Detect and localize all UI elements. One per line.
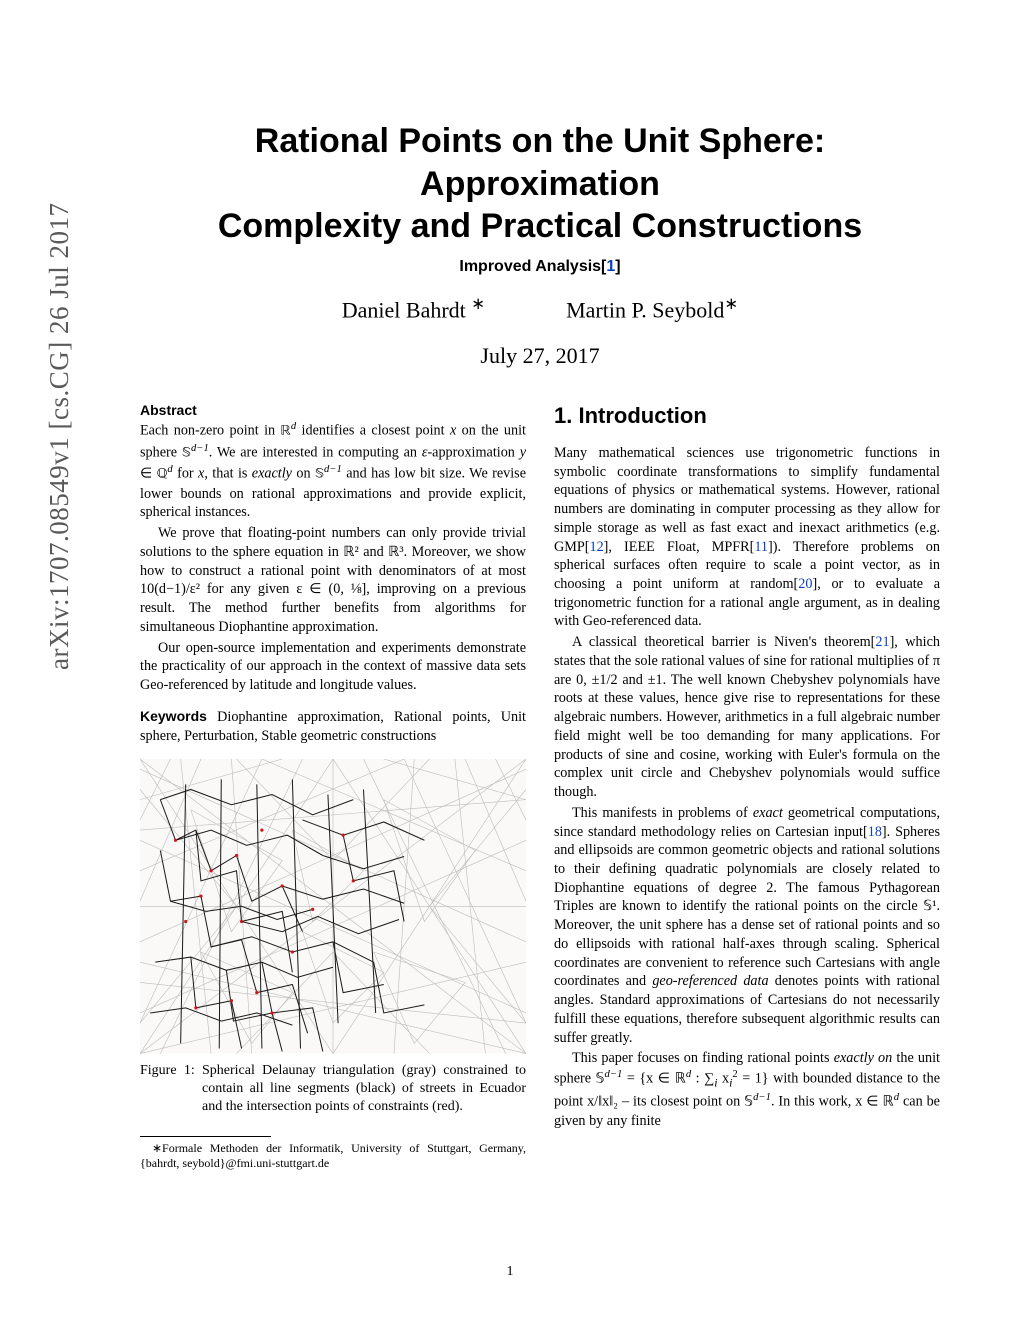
text: x <box>718 1071 730 1087</box>
text: -approximation <box>427 445 519 461</box>
math: 𝕊 <box>182 447 191 461</box>
authors: Daniel Bahrdt ∗ Martin P. Seybold∗ <box>140 294 940 323</box>
subtitle-suffix: ] <box>615 258 620 275</box>
keywords: Keywords Diophantine approximation, Rati… <box>140 707 526 745</box>
left-column: Abstract Each non-zero point in ℝd ident… <box>140 401 526 1172</box>
abstract-p2: We prove that floating-point numbers can… <box>140 524 526 636</box>
text: ]. Spheres and ellipsoids are common geo… <box>554 824 940 990</box>
cite-20[interactable]: 20 <box>798 576 812 592</box>
math: d−1 <box>191 443 209 454</box>
subtitle-prefix: Improved Analysis[ <box>459 258 606 275</box>
footnote-rule <box>140 1136 271 1137</box>
intro-p3: This manifests in problems of exact geom… <box>554 804 940 1048</box>
right-column: 1. Introduction Many mathematical scienc… <box>554 401 940 1172</box>
cite-21[interactable]: 21 <box>875 634 889 650</box>
math: ℝ <box>281 425 291 439</box>
text: A classical theoretical barrier is Niven… <box>572 634 875 650</box>
math: y <box>520 445 526 461</box>
cite-18[interactable]: 18 <box>868 824 882 840</box>
text-emph: exact <box>753 805 783 821</box>
text: on <box>292 466 315 482</box>
intro-p1: Many mathematical sciences use trigonome… <box>554 444 940 631</box>
author-1: Daniel Bahrdt <box>342 297 466 322</box>
text: , that is <box>204 466 251 482</box>
text: This paper focuses on finding rational p… <box>572 1050 834 1066</box>
text: ], IEEE Float, MPFR[ <box>604 539 755 555</box>
arxiv-id: arXiv:1707.08549v1 [cs.CG] 26 Jul 2017 <box>44 203 75 670</box>
page-number: 1 <box>0 1264 1020 1280</box>
section-1-heading: 1. Introduction <box>554 401 940 430</box>
figure-1-svg <box>140 759 526 1054</box>
keywords-heading: Keywords <box>140 708 207 724</box>
affil-marker-1: ∗ <box>471 294 485 313</box>
text: = {x ∈ ℝ <box>622 1071 685 1087</box>
affil-marker-2: ∗ <box>724 294 738 313</box>
paper-title: Rational Points on the Unit Sphere: Appr… <box>140 120 940 248</box>
text: . We are interested in computing an <box>209 445 422 461</box>
subtitle: Improved Analysis[1] <box>140 258 940 276</box>
text: . In this work, x ∈ ℝ <box>771 1094 894 1110</box>
intro-p4: This paper focuses on finding rational p… <box>554 1049 940 1130</box>
math: 𝕊 <box>315 468 324 482</box>
text: for <box>173 466 198 482</box>
cite-12[interactable]: 12 <box>589 539 603 555</box>
title-line2: Complexity and Practical Constructions <box>218 207 862 245</box>
text: This manifests in problems of <box>572 805 753 821</box>
text-emph: geo-referenced data <box>652 973 768 989</box>
footnote: ∗Formale Methoden der Informatik, Univer… <box>140 1141 526 1171</box>
text-emph: exactly on <box>834 1050 893 1066</box>
abstract-heading: Abstract <box>140 401 526 419</box>
text: Each non-zero point in <box>140 423 281 439</box>
subtitle-cite[interactable]: 1 <box>606 258 615 275</box>
figure-1-caption: Figure 1: Spherical Delaunay triangulati… <box>140 1062 526 1117</box>
figure-1 <box>140 759 526 1054</box>
text: identifies a closest point <box>296 423 450 439</box>
math: ℚ <box>157 468 168 482</box>
abstract-p3: Our open-source implementation and exper… <box>140 639 526 695</box>
abstract-p1: Each non-zero point in ℝd identifies a c… <box>140 420 526 522</box>
text-emph: exactly <box>252 466 292 482</box>
math: d−1 <box>605 1069 623 1080</box>
cite-11[interactable]: 11 <box>754 539 768 555</box>
intro-p2: A classical theoretical barrier is Niven… <box>554 633 940 802</box>
paper-date: July 27, 2017 <box>140 343 940 369</box>
text: ], which states that the sole rational v… <box>554 634 940 800</box>
title-line1: Rational Points on the Unit Sphere: Appr… <box>255 122 825 203</box>
author-2: Martin P. Seybold <box>566 297 724 322</box>
text: : ∑ <box>691 1071 714 1087</box>
math: d−1 <box>753 1092 771 1103</box>
math: d−1 <box>324 464 342 475</box>
